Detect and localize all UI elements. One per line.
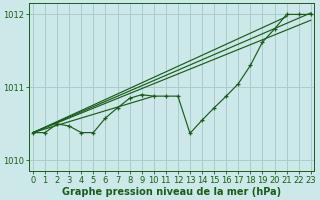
X-axis label: Graphe pression niveau de la mer (hPa): Graphe pression niveau de la mer (hPa) — [62, 187, 281, 197]
